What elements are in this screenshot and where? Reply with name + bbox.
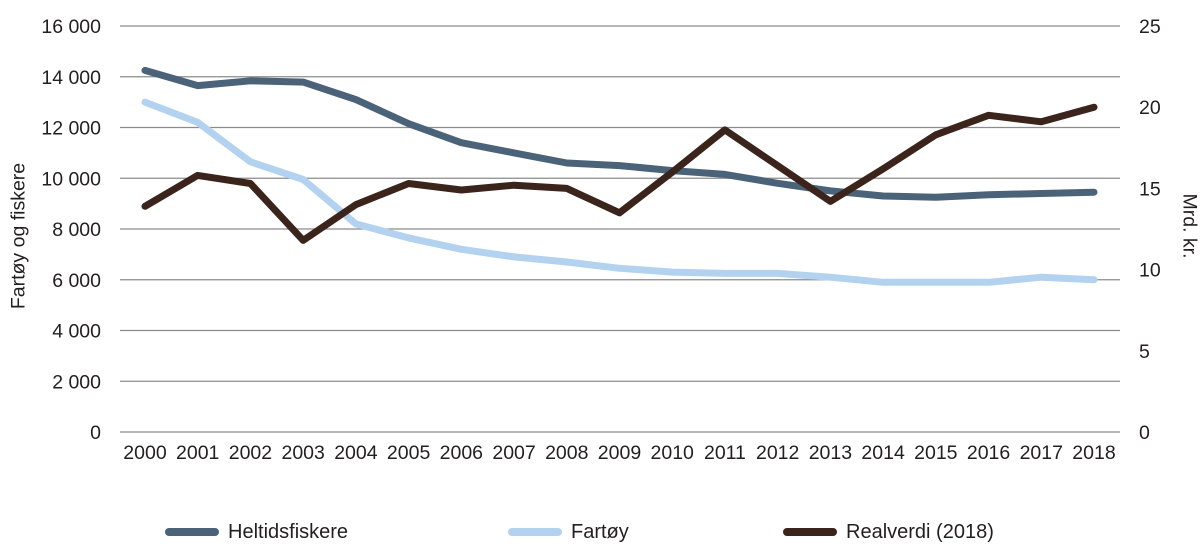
x-axis-tick-label: 2018 [1072,442,1115,464]
x-axis-tick-label: 2017 [1020,442,1063,464]
legend-label-realverdi: Realverdi (2018) [846,521,994,543]
x-axis-tick-label: 2015 [914,442,958,464]
legend-item-realverdi: Realverdi (2018) [783,519,994,545]
legend-label-fartoy: Fartøy [571,521,629,543]
left-axis-title: Fartøy og fiskere [7,162,30,310]
x-axis-tick-label: 2010 [651,442,695,464]
x-axis-tick-label: 2000 [123,442,167,464]
left-axis-tick-label: 8 000 [52,219,101,241]
left-axis-tick-label: 12 000 [41,118,101,140]
chart-line-fart-y [141,98,1098,286]
x-axis-tick-label: 2007 [492,442,535,464]
x-axis-tick-label: 2001 [176,442,219,464]
chart-line-realverdi-2018 [141,103,1098,244]
left-axis-tick-label: 2 000 [52,371,101,393]
legend: Heltidsfiskere Fartøy Realverdi (2018) [0,519,1200,549]
right-axis-tick-label: 10 [1139,260,1161,282]
x-axis-tick-label: 2011 [704,442,746,464]
left-axis-tick-label: 16 000 [41,16,101,38]
left-axis-tick-label: 10 000 [41,168,101,190]
x-axis-tick-label: 2004 [334,442,378,464]
x-axis-tick-label: 2003 [281,442,324,464]
left-axis-tick-label: 0 [90,422,101,444]
x-axis-tick-label: 2016 [967,442,1010,464]
right-axis-tick-label: 20 [1139,97,1161,119]
right-axis-title: Mrd. kr. [1178,193,1200,259]
right-axis-tick-label: 25 [1139,16,1161,38]
left-axis-tick-label: 4 000 [52,321,101,343]
right-axis-tick-label: 15 [1139,178,1161,200]
left-axis-tick-label: 14 000 [41,67,101,89]
chart-line-heltidsfiskere [141,66,1098,201]
x-axis-tick-label: 2014 [861,442,905,464]
legend-label-heltidsfiskere: Heltidsfiskere [228,521,349,543]
left-axis-tick-label: 6 000 [52,270,101,292]
x-axis-tick-label: 2008 [545,442,588,464]
x-axis-tick-label: 2002 [229,442,272,464]
right-axis-tick-label: 5 [1139,341,1150,363]
legend-swatch-heltidsfiskere [165,528,219,536]
legend-swatch-fartoy [508,528,562,536]
x-axis-tick-label: 2006 [440,442,483,464]
legend-item-fartoy: Fartøy [508,519,629,545]
legend-item-heltidsfiskere: Heltidsfiskere [165,519,348,545]
legend-swatch-realverdi [783,528,837,536]
right-axis-tick-label: 0 [1139,422,1150,444]
x-axis-tick-label: 2009 [598,442,641,464]
x-axis-tick-label: 2005 [387,442,431,464]
x-axis-tick-label: 2013 [809,442,852,464]
x-axis-tick-label: 2012 [756,442,799,464]
